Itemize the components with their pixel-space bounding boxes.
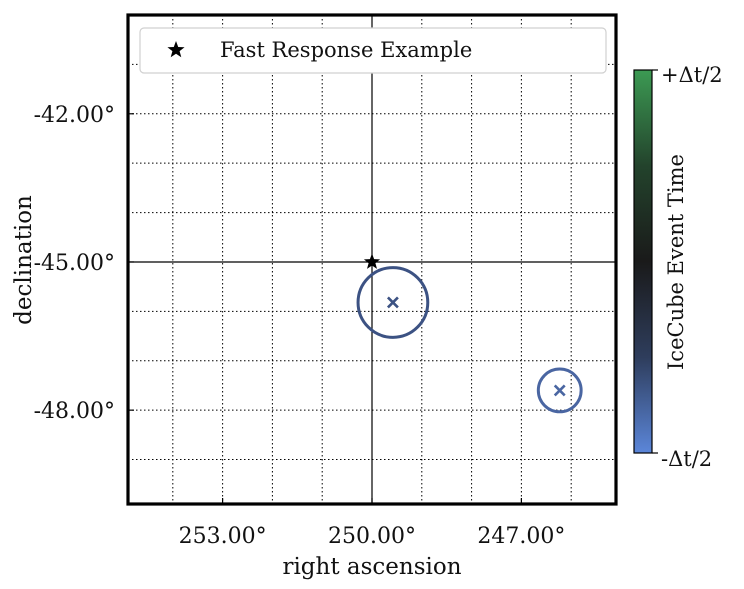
colorbar-max-label: +Δt/2 (661, 63, 723, 87)
x-axis-title: right ascension (282, 554, 461, 580)
event-markers (356, 266, 583, 414)
colorbar: +Δt/2 -Δt/2 IceCube Event Time (633, 63, 723, 471)
colorbar-gradient (633, 69, 653, 454)
event-error-circle-1 (356, 266, 430, 339)
x-tick-label: 253.00° (179, 524, 267, 549)
y-tick-label: -48.00° (34, 399, 115, 424)
colorbar-min-label: -Δt/2 (661, 447, 712, 471)
y-axis: -42.00° -45.00° -48.00° (34, 103, 134, 424)
x-axis: 253.00° 250.00° 247.00° (179, 498, 565, 549)
source-marker-layer (363, 253, 381, 269)
legend-box (139, 27, 607, 74)
legend: Fast Response Example (139, 27, 607, 74)
y-tick-label: -45.00° (34, 251, 115, 276)
legend-star-icon (167, 41, 185, 58)
x-tick-label: 250.00° (328, 524, 416, 549)
source-star-marker (363, 253, 381, 269)
y-axis-title: declination (11, 195, 37, 325)
event-x-marker-1 (386, 296, 399, 309)
colorbar-title: IceCube Event Time (664, 154, 688, 370)
event-x-marker-2 (553, 384, 566, 397)
x-tick-label: 247.00° (477, 524, 565, 549)
y-tick-label: -42.00° (34, 103, 115, 128)
event-error-circle-2 (536, 367, 583, 414)
legend-label: Fast Response Example (220, 38, 472, 62)
